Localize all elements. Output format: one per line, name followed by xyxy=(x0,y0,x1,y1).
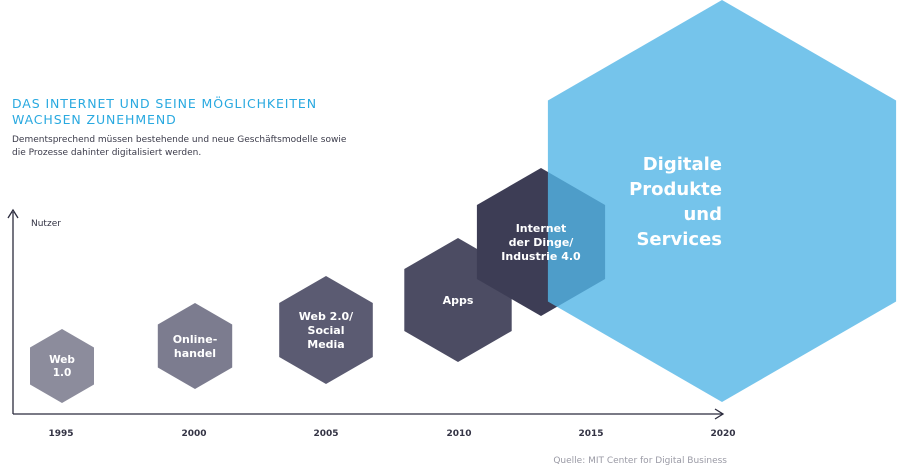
stage-label-line: Produkte xyxy=(629,179,722,200)
stage-label-2: Online-handel xyxy=(173,333,218,360)
stage-label-line: der Dinge/ xyxy=(509,236,575,249)
diagram-title: DAS INTERNET UND SEINE MÖGLICHKEITEN WAC… xyxy=(12,96,317,127)
stage-label-line: 1.0 xyxy=(53,367,72,379)
x-tick-2010: 2010 xyxy=(446,429,472,439)
stage-label-line: Media xyxy=(307,338,344,351)
stage-label-line: Apps xyxy=(443,294,474,307)
y-axis-label: Nutzer xyxy=(31,219,61,229)
stage-label-line: Internet xyxy=(516,222,567,235)
x-tick-2015: 2015 xyxy=(578,429,604,439)
stage-label-1: Web 1.0 xyxy=(49,354,75,379)
stage-label-line: Online- xyxy=(173,333,218,346)
source-note: Quelle: MIT Center for Digital Business xyxy=(553,456,727,466)
x-tick-2005: 2005 xyxy=(313,429,339,439)
stage-label-5: Internet der Dinge/Industrie 4.0 xyxy=(501,222,581,263)
stage-label-4: Apps xyxy=(443,294,474,307)
stage-label-6: Digitale Produkte und Services xyxy=(629,154,722,250)
stage-label-line: Web 2.0/ xyxy=(299,310,354,323)
stage-label-line: Web xyxy=(49,354,75,366)
stage-hexagon-3 xyxy=(279,276,373,384)
stage-label-3: Web 2.0/Social Media xyxy=(299,310,354,351)
stage-hexagon-2 xyxy=(157,303,233,389)
diagram-subtitle: Dementsprechend müssen bestehende und ne… xyxy=(12,135,347,158)
stage-hexagon-6 xyxy=(547,0,897,402)
x-tick-2000: 2000 xyxy=(181,429,207,439)
stage-label-line: Services xyxy=(636,229,722,250)
stage-label-line: Social xyxy=(308,324,345,337)
x-tick-2020: 2020 xyxy=(710,429,736,439)
stage-label-line: handel xyxy=(174,347,216,360)
y-axis-arrowhead xyxy=(7,208,19,219)
x-tick-1995: 1995 xyxy=(48,429,74,439)
stage-label-line: Digitale xyxy=(643,154,722,175)
stage-label-line: und xyxy=(683,204,722,225)
stage-hexagon-1 xyxy=(30,329,94,403)
x-axis-arrowhead xyxy=(714,408,725,420)
stage-hexagons: Web 1.0 Online-handel Web 2.0/Social Media Ap… xyxy=(30,0,897,403)
stage-label-line: Industrie 4.0 xyxy=(501,250,581,263)
